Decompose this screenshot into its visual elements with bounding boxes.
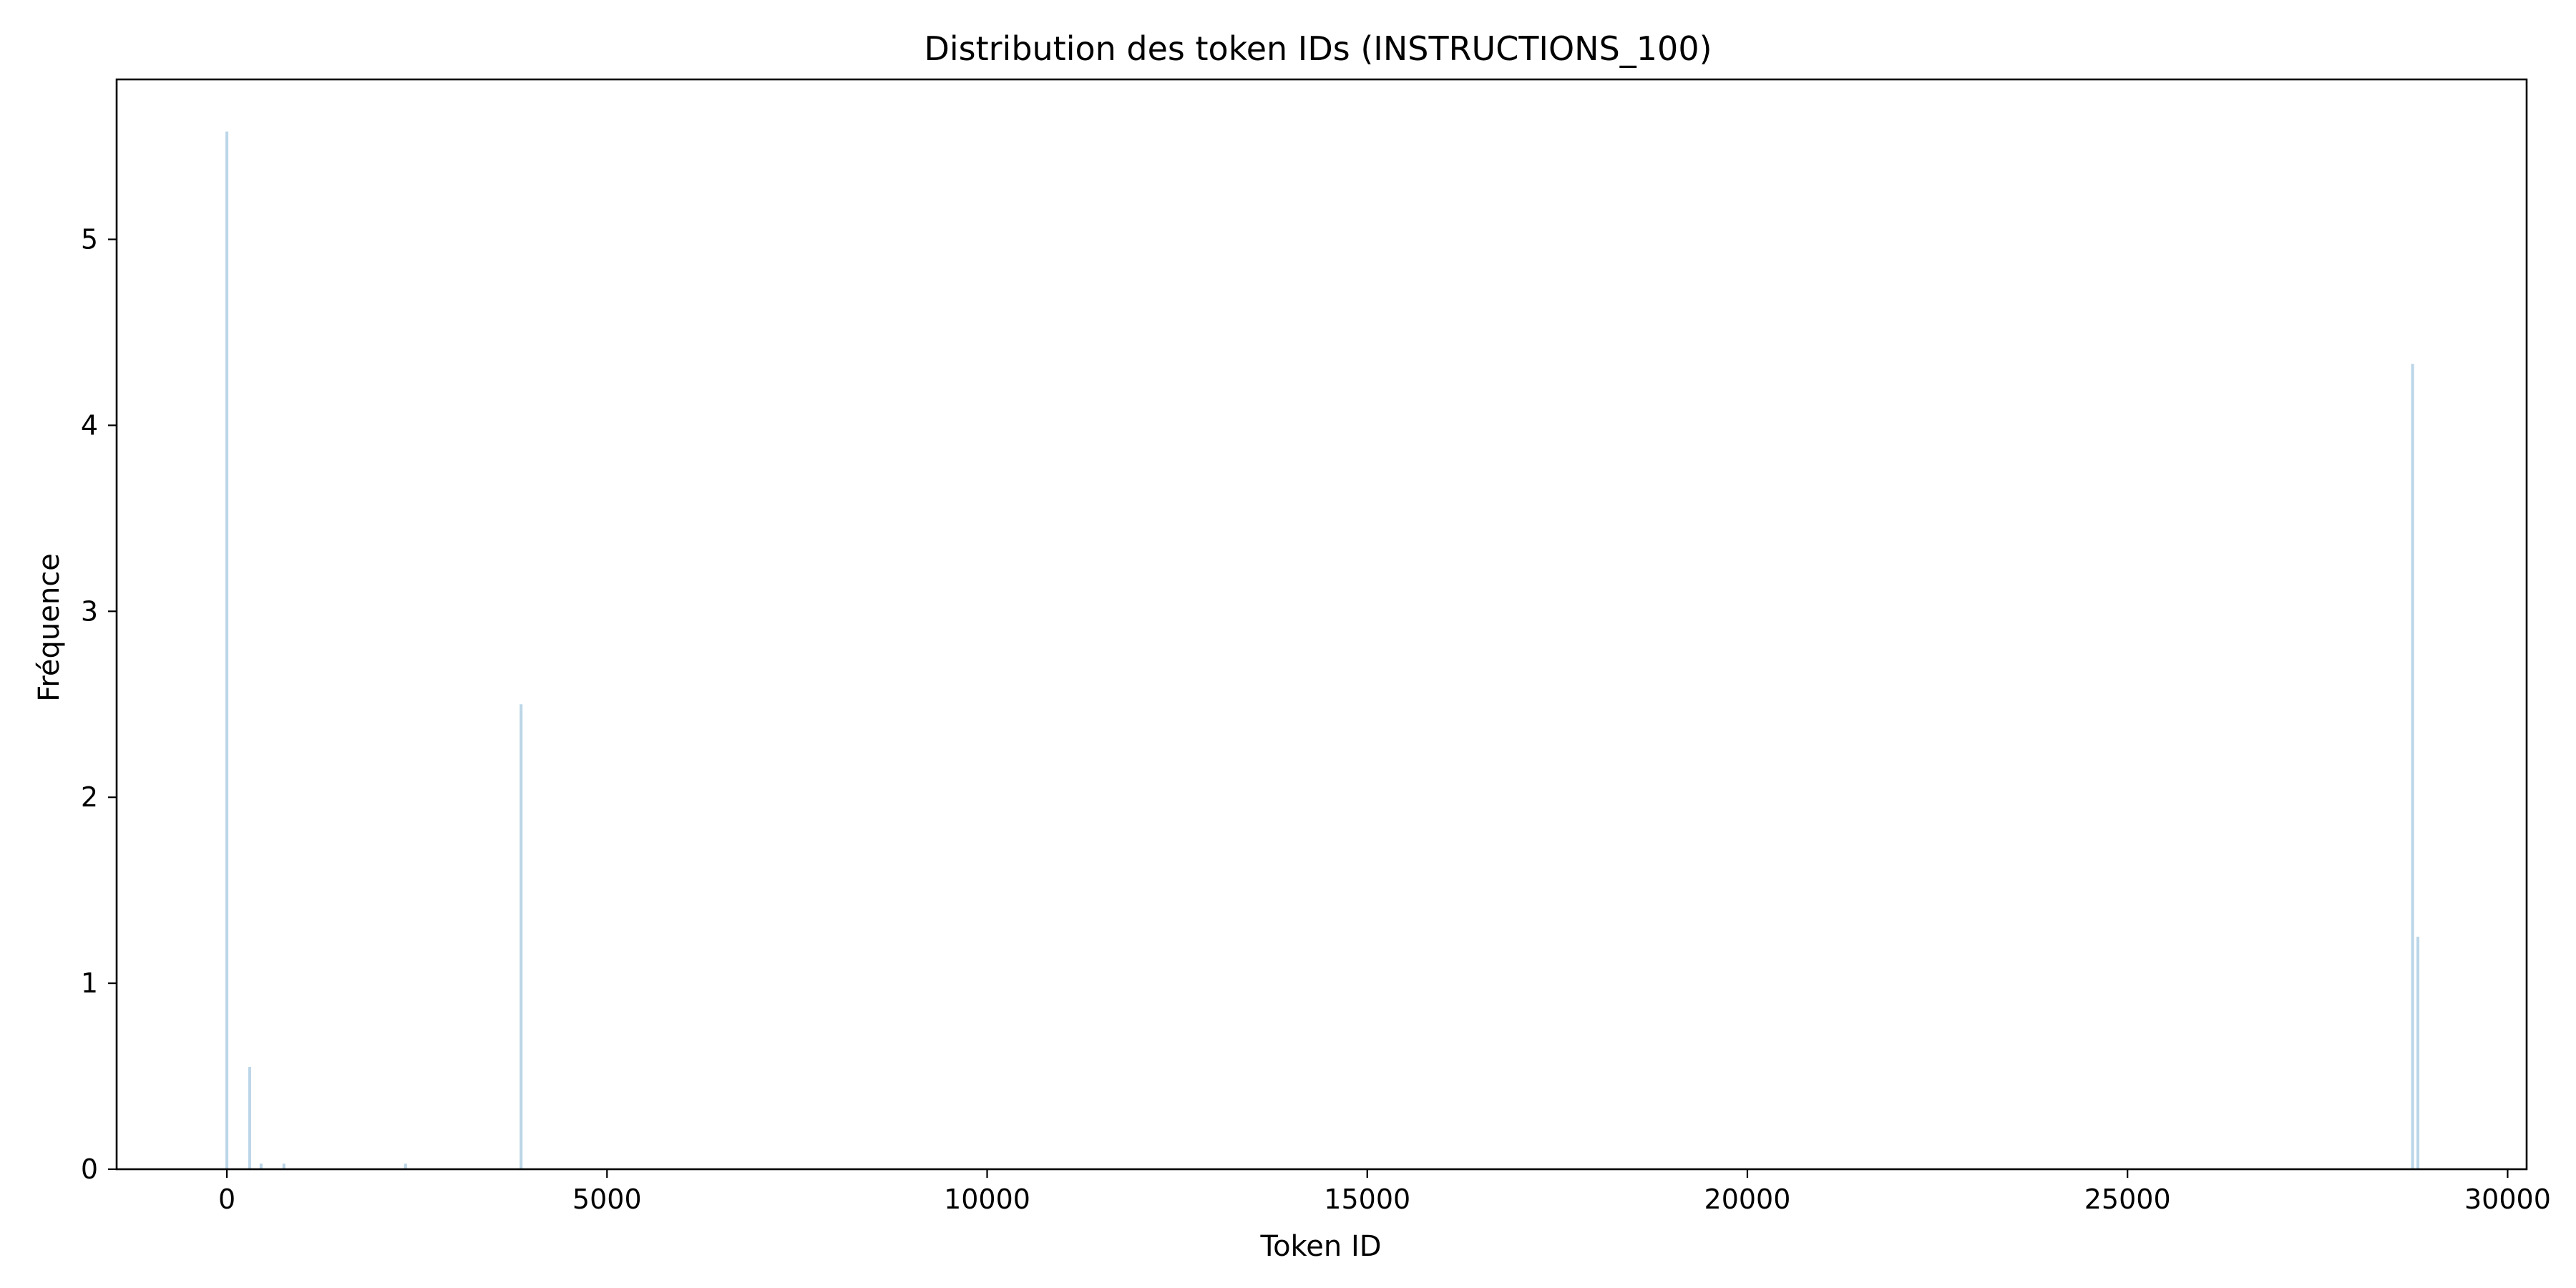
y-tick-label-3: 3 xyxy=(81,595,98,627)
y-tick-label-5: 5 xyxy=(81,224,98,255)
bar-0 xyxy=(225,131,229,1169)
x-tick-label-4: 20000 xyxy=(1704,1184,1791,1215)
bar-6 xyxy=(2411,364,2414,1170)
y-tick-label-2: 2 xyxy=(81,781,98,813)
y-tick-label-1: 1 xyxy=(81,967,98,999)
bar-1 xyxy=(248,1067,251,1169)
x-axis-ticks: 0 5000 10000 15000 20000 25000 30000 xyxy=(218,1169,2551,1215)
x-tick-label-1: 5000 xyxy=(572,1184,642,1215)
y-axis-label: Fréquence xyxy=(33,553,66,702)
bar-2 xyxy=(259,1163,263,1169)
x-axis-label: Token ID xyxy=(1259,1230,1381,1263)
bar-4 xyxy=(404,1163,407,1169)
x-tick-label-6: 30000 xyxy=(2464,1184,2551,1215)
chart-title: Distribution des token IDs (INSTRUCTIONS… xyxy=(924,29,1712,68)
plot-frame xyxy=(115,78,2528,1171)
y-tick-label-4: 4 xyxy=(81,409,98,441)
bar-3 xyxy=(282,1163,286,1169)
x-tick-label-0: 0 xyxy=(218,1184,235,1215)
x-tick-label-2: 10000 xyxy=(944,1184,1030,1215)
x-tick-label-3: 15000 xyxy=(1324,1184,1410,1215)
bar-7 xyxy=(2416,937,2420,1169)
y-axis-ticks: 0 1 2 3 4 5 xyxy=(81,224,117,1185)
bar-5 xyxy=(519,704,523,1169)
bars-group xyxy=(225,131,2420,1170)
x-tick-label-5: 25000 xyxy=(2084,1184,2171,1215)
y-tick-label-0: 0 xyxy=(81,1153,98,1185)
